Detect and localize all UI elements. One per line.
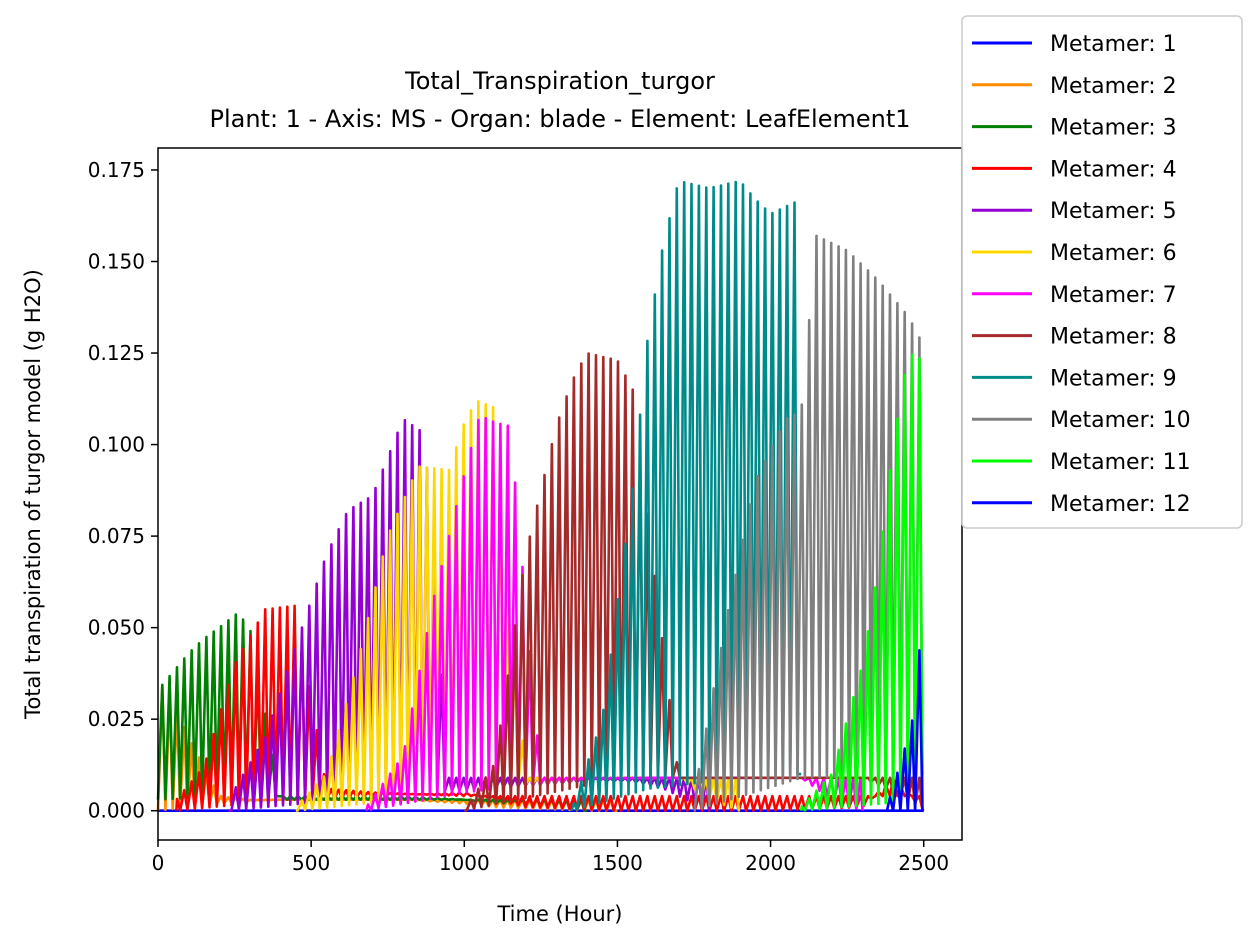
y-tick-label: 0.075 bbox=[88, 524, 145, 548]
legend-label: Metamer: 5 bbox=[1050, 199, 1177, 224]
chart-title: Total_Transpiration_turgor bbox=[404, 67, 715, 95]
legend-label: Metamer: 9 bbox=[1050, 366, 1177, 391]
series-line-9 bbox=[570, 180, 802, 812]
legend-label: Metamer: 11 bbox=[1050, 450, 1191, 475]
y-axis-label: Total transpiration of turgor model (g H… bbox=[21, 269, 45, 720]
series-line-12 bbox=[885, 649, 924, 812]
x-tick-label: 1500 bbox=[592, 851, 643, 875]
x-tick-label: 500 bbox=[292, 851, 330, 875]
y-tick-label: 0.025 bbox=[88, 707, 145, 731]
x-tick-label: 2000 bbox=[745, 851, 796, 875]
chart-subtitle: Plant: 1 - Axis: MS - Organ: blade - Ele… bbox=[209, 105, 910, 133]
series-line-11 bbox=[799, 353, 924, 812]
y-tick-label: 0.125 bbox=[88, 341, 145, 365]
y-tick-label: 0.050 bbox=[88, 616, 145, 640]
x-tick-label: 1000 bbox=[439, 851, 490, 875]
x-tick-label: 0 bbox=[152, 851, 165, 875]
legend-box bbox=[961, 15, 1243, 529]
x-tick-label: 2500 bbox=[898, 851, 949, 875]
legend-label: Metamer: 1 bbox=[1050, 32, 1177, 57]
legend-label: Metamer: 12 bbox=[1050, 492, 1191, 517]
y-tick-label: 0.100 bbox=[88, 433, 145, 457]
legend-label: Metamer: 3 bbox=[1050, 116, 1177, 141]
x-axis-label: Time (Hour) bbox=[496, 902, 622, 926]
legend-label: Metamer: 10 bbox=[1050, 408, 1191, 433]
y-tick-label: 0.175 bbox=[88, 158, 145, 182]
series-layer bbox=[156, 180, 925, 812]
x-axis: 0 500 1000 1500 2000 2500 bbox=[152, 840, 949, 875]
legend-label: Metamer: 8 bbox=[1050, 325, 1177, 350]
y-axis: 0.000 0.025 0.050 0.075 0.100 0.125 0.150 0.175 bbox=[88, 158, 158, 823]
legend-label: Metamer: 4 bbox=[1050, 157, 1177, 182]
legend-label: Metamer: 2 bbox=[1050, 74, 1177, 99]
y-tick-label: 0.150 bbox=[88, 250, 145, 274]
y-tick-label: 0.000 bbox=[88, 799, 145, 823]
legend-label: Metamer: 7 bbox=[1050, 283, 1177, 308]
legend: Metamer: 1 Metamer: 2 Metamer: 3 Metamer: 4… bbox=[961, 15, 1243, 529]
legend-label: Metamer: 6 bbox=[1050, 241, 1177, 266]
